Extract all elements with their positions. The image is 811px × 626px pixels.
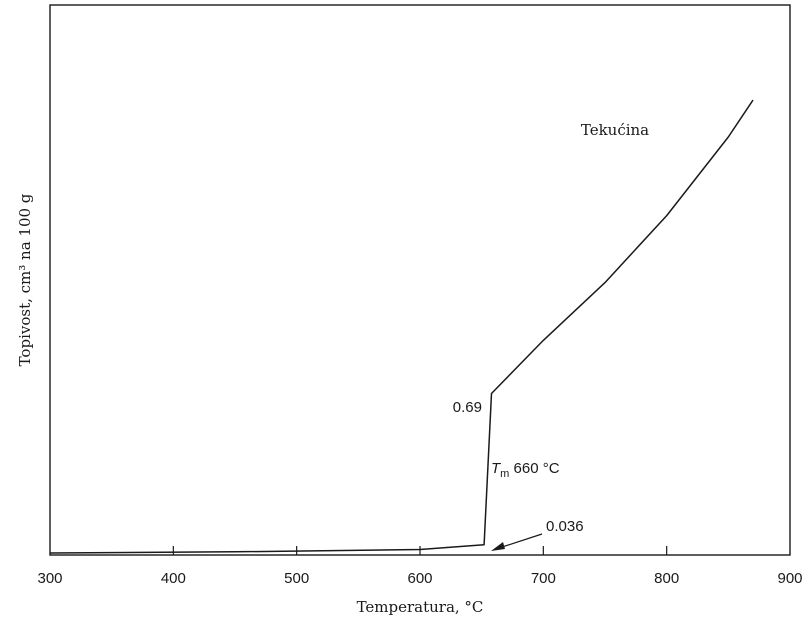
x-tick-label-900: 900 xyxy=(777,570,802,587)
series-group xyxy=(49,99,754,554)
x-tick-label-800: 800 xyxy=(654,570,679,587)
x-axis-title: Temperatura, °C xyxy=(357,598,484,616)
x-tick-label-700: 700 xyxy=(531,570,556,587)
plot-area-frame xyxy=(49,4,791,556)
melting-point-subscript: m xyxy=(500,468,509,480)
series-label-tekucina: Tekućina xyxy=(581,121,649,139)
x-tick-label-600: 600 xyxy=(407,570,432,587)
series-line-0 xyxy=(49,99,754,554)
x-tick-label-400: 400 xyxy=(161,570,186,587)
data-label-0-69: 0.69 xyxy=(453,399,482,416)
melting-point-symbol: T xyxy=(491,460,502,477)
x-axis-ticks xyxy=(172,546,668,555)
x-tick-label-300: 300 xyxy=(37,570,62,587)
x-tick-label-500: 500 xyxy=(284,570,309,587)
melting-point-value: 660 °C xyxy=(509,460,559,477)
y-axis-title: Topivost, cm³ na 100 g xyxy=(16,193,34,366)
data-label-0-036: 0.036 xyxy=(546,518,584,535)
x-axis-tick-labels: 300 400 500 600 700 800 900 xyxy=(37,570,802,587)
annotation-arrowhead-0-036 xyxy=(491,542,505,551)
melting-point-label: Tm 660 °C xyxy=(491,460,560,480)
